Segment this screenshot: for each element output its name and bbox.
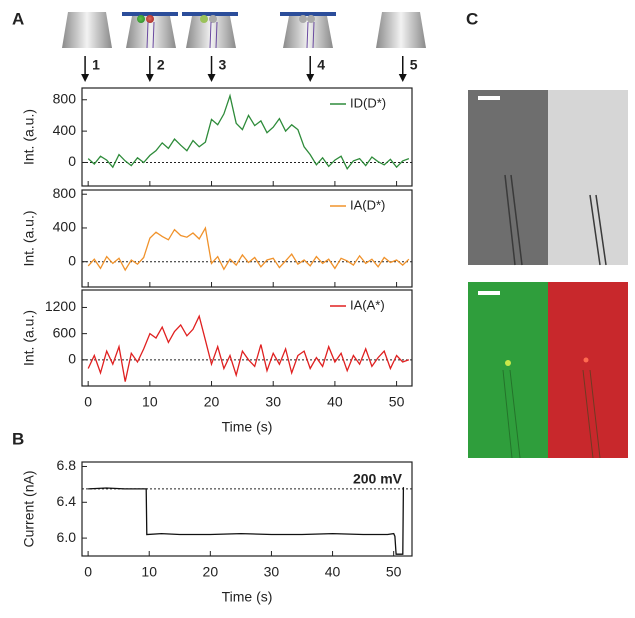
data-line [87,226,410,272]
y-axis-label: Int. (a.u.) [21,310,37,366]
y-tick-label: 800 [53,185,77,201]
x-tick-label: 50 [389,394,405,410]
y-tick-label: 6.8 [57,457,77,473]
x-tick-label: 20 [203,564,219,580]
panel-label: A [12,9,24,28]
step-label: 3 [219,57,227,73]
y-tick-label: 6.0 [57,529,77,545]
data-line [87,314,410,382]
x-tick-label: 0 [84,564,92,580]
plot-frame [81,189,413,288]
y-axis-label: Int. (a.u.) [21,109,37,165]
step-arrow-head [145,74,154,82]
x-tick-label: 0 [84,394,92,410]
step-arrow-head [398,74,407,82]
y-tick-label: 800 [53,90,77,106]
x-tick-label: 50 [386,564,402,580]
step-label: 1 [92,57,100,73]
y-tick-label: 600 [53,324,77,340]
annotation: 200 mV [353,471,403,487]
x-tick-label: 10 [141,564,157,580]
y-axis-label: Int. (a.u.) [21,210,37,266]
panel-label: B [12,429,24,448]
y-tick-label: 6.4 [57,493,77,509]
step-arrow-head [306,74,315,82]
y-tick-label: 0 [68,351,76,367]
y-axis-label: Current (nA) [21,470,37,547]
x-tick-label: 30 [265,394,281,410]
step-arrow-head [207,74,216,82]
x-tick-label: 40 [327,394,343,410]
legend-label: IA(D*) [350,197,385,212]
y-tick-label: 400 [53,122,77,138]
y-tick-label: 0 [68,252,76,268]
y-tick-label: 1200 [45,298,76,314]
step-label: 5 [410,57,418,73]
legend-label: ID(D*) [350,95,386,110]
x-tick-label: 10 [142,394,158,410]
x-tick-label: 30 [264,564,280,580]
plot-frame [81,461,413,557]
x-axis-label: Time (s) [222,419,273,435]
step-label: 2 [157,57,165,73]
micrographs [468,90,628,459]
x-tick-label: 20 [204,394,220,410]
x-tick-label: 40 [325,564,341,580]
plot-frame [81,289,413,387]
y-tick-label: 400 [53,219,77,235]
data-line [88,487,405,555]
plot-frame [81,87,413,187]
y-tick-label: 0 [68,153,76,169]
legend-label: IA(A*) [350,297,385,312]
schematic [62,12,426,49]
x-axis-label: Time (s) [222,589,273,605]
step-label: 4 [317,57,325,73]
data-line [87,93,410,171]
step-arrow-head [81,74,90,82]
panel-label: C [466,9,478,28]
